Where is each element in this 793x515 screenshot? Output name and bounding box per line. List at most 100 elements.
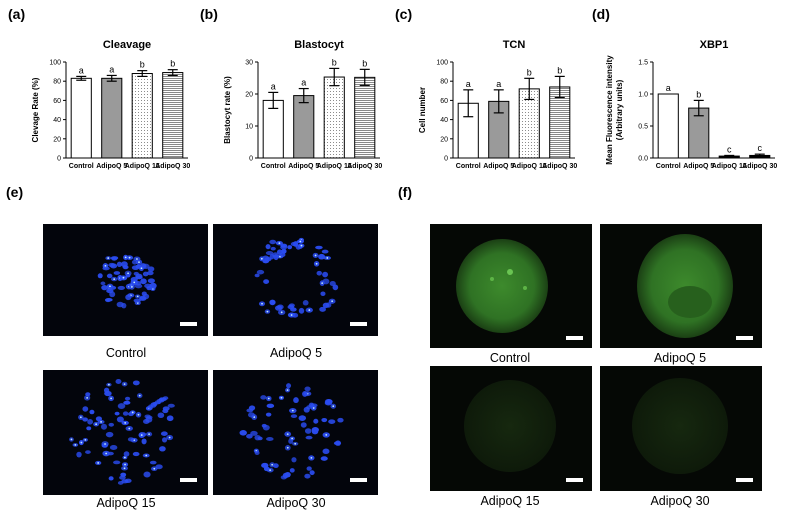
nucleus-highlight <box>286 389 289 392</box>
micro-e-control <box>43 224 208 336</box>
nucleus-highlight <box>291 437 294 440</box>
nucleus <box>109 444 118 450</box>
bar-adipoq-30 <box>162 72 184 159</box>
nucleus-highlight <box>107 383 110 386</box>
nucleus-highlight <box>95 423 98 426</box>
nucleus-highlight <box>148 433 150 436</box>
panel-label-c: (c) <box>395 6 413 22</box>
nucleus <box>116 416 124 423</box>
nucleus <box>162 396 169 400</box>
nucleus-highlight <box>127 272 129 275</box>
nucleus <box>289 468 295 473</box>
nucleus-highlight <box>131 286 133 288</box>
chart-title: Cleavage <box>103 39 151 51</box>
chart-title: XBP1 <box>700 39 729 51</box>
caption-e-adipoq15: AdipoQ 15 <box>96 496 156 510</box>
significance-label: b <box>527 67 532 77</box>
nucleus <box>313 418 319 424</box>
nucleus-highlight <box>140 434 143 436</box>
panel-label-e: (e) <box>6 184 24 200</box>
nucleus <box>89 409 95 415</box>
x-tick-label: AdipoQ 30 <box>347 163 382 170</box>
nucleus <box>337 417 344 423</box>
nucleus <box>298 307 305 314</box>
nucleus <box>280 245 288 250</box>
nucleus <box>132 451 140 457</box>
nucleus <box>306 466 312 471</box>
nucleus <box>109 291 116 298</box>
nucleus <box>125 294 132 301</box>
nucleus <box>260 395 267 400</box>
significance-label: b <box>362 58 367 68</box>
significance-label: b <box>140 60 145 70</box>
nucleus <box>115 378 122 384</box>
chart-svg: XBP1 Mean Fluorescence intensity (Arbitrar… <box>605 39 777 170</box>
nucleus <box>254 273 260 278</box>
nucleus <box>287 245 293 250</box>
nucleus <box>250 430 258 436</box>
nucleus <box>320 291 326 296</box>
nucleus <box>110 263 118 269</box>
y-axis-label: Cell number <box>418 87 427 133</box>
nucleus <box>103 387 110 394</box>
y-tick-label: 40 <box>53 117 61 124</box>
nucleus-highlight <box>104 264 107 267</box>
nucleus <box>135 281 142 286</box>
nucleus <box>293 397 299 404</box>
y-axis-label: Clevage Rate (%) <box>31 77 40 142</box>
nucleus-highlight <box>100 421 102 423</box>
nucleus <box>117 481 124 485</box>
panel-label-d: (d) <box>592 6 610 22</box>
nucleus <box>142 293 150 300</box>
nucleus <box>319 306 326 312</box>
nucleus-highlight <box>124 422 127 424</box>
nucleus <box>256 269 265 275</box>
nucleus-highlight <box>133 281 136 284</box>
y-tick-label: 80 <box>53 79 61 86</box>
bar-adipoq-30 <box>354 76 376 159</box>
x-tick-label: AdipoQ 30 <box>155 163 190 170</box>
nucleus <box>276 304 284 310</box>
x-tick-label: AdipoQ 15 <box>125 163 160 170</box>
nucleus <box>281 248 287 254</box>
nucleus <box>160 431 168 436</box>
chart-svg: TCN Cell number 0 20 40 60 80 100 a Control a Adipo… <box>418 39 577 170</box>
chart-blastocyst: Blastocyt Blastocyt rate (%) 0 10 20 30 a Contr… <box>200 30 386 180</box>
nucleus <box>131 265 140 271</box>
nucleus <box>106 273 113 279</box>
nucleus <box>100 281 106 286</box>
chart-svg: Blastocyt Blastocyt rate (%) 0 10 20 30 a Contr… <box>223 39 382 170</box>
y-tick-label: 60 <box>53 98 61 105</box>
nucleus-highlight <box>332 405 335 408</box>
nucleus-highlight <box>260 257 263 260</box>
scale-bar <box>736 336 753 340</box>
nucleus-highlight <box>290 314 293 316</box>
nucleus <box>105 298 113 302</box>
nucleus <box>315 245 323 250</box>
bar-adipoq-15 <box>131 73 153 159</box>
significance-label: b <box>557 65 562 75</box>
y-tick-label: 0 <box>249 156 253 163</box>
nucleus <box>159 446 166 452</box>
significance-label: a <box>466 79 471 89</box>
nucleus <box>300 422 307 428</box>
nucleus <box>322 448 330 455</box>
nucleus <box>257 436 263 441</box>
scale-bar <box>180 322 197 326</box>
scale-bar <box>180 478 197 482</box>
y-tick-label: 10 <box>245 124 253 131</box>
scale-bar <box>566 478 583 482</box>
micro-f-adipoq5 <box>600 224 762 348</box>
x-tick-label: Control <box>456 163 481 170</box>
nucleus <box>266 437 274 442</box>
nucleus-highlight <box>123 467 126 470</box>
nucleus-highlight <box>291 409 294 412</box>
nucleus-highlight <box>138 261 140 264</box>
nucleus <box>86 426 92 431</box>
chart-cleavage: Cleavage Clevage Rate (%) 0 20 40 60 80 100 a Con… <box>8 30 194 180</box>
nucleus-highlight <box>128 256 131 259</box>
nucleus <box>269 299 276 306</box>
nucleus-highlight <box>123 456 126 459</box>
significance-label: b <box>170 59 175 69</box>
nucleus-highlight <box>294 442 297 445</box>
